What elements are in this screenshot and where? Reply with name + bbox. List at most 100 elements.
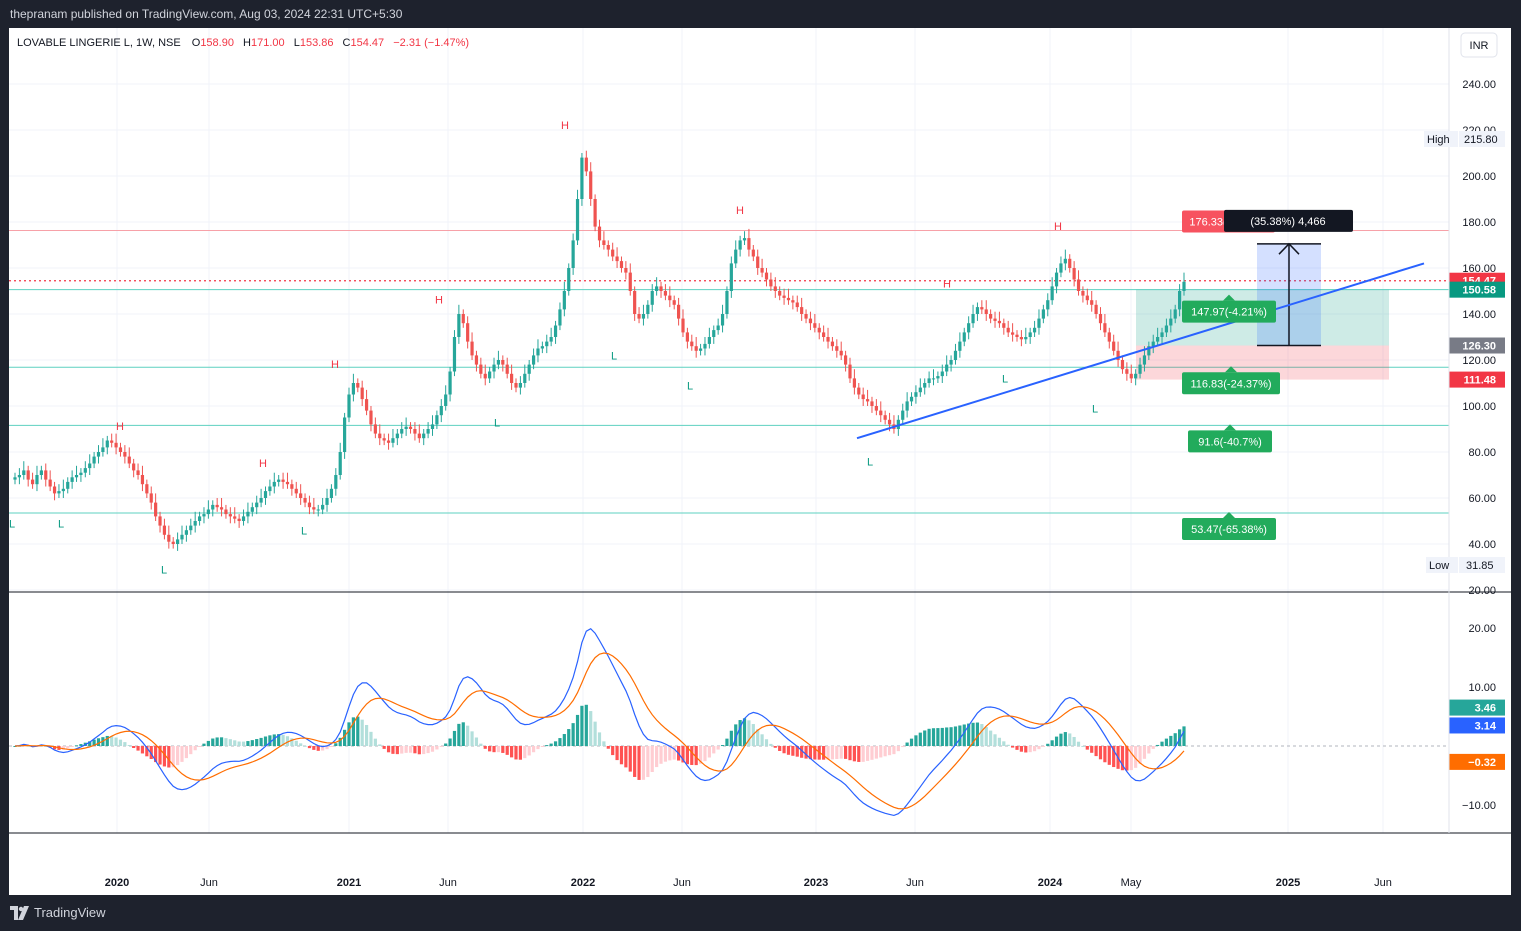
candle-body — [61, 488, 65, 492]
candle-body — [835, 346, 839, 351]
macd-histogram-bar — [975, 722, 980, 746]
macd-histogram-bar — [619, 746, 624, 765]
macd-histogram-bar — [800, 746, 804, 758]
macd-histogram-bar — [290, 738, 294, 746]
candle-body — [1178, 291, 1182, 310]
candle-body — [611, 249, 615, 257]
candle-body — [558, 309, 562, 326]
macd-histogram-bar — [967, 723, 971, 746]
candle-body — [1138, 364, 1142, 374]
candle-body — [356, 383, 360, 388]
macd-histogram-bar — [505, 746, 509, 755]
ohlc-close-label: C — [343, 37, 351, 49]
macd-histogram-bar — [452, 730, 457, 746]
candle-body — [698, 348, 703, 351]
macd-badge — [1449, 699, 1505, 716]
macd-histogram-bar — [457, 723, 461, 746]
candle-body — [887, 419, 892, 425]
candle-body — [215, 504, 219, 508]
candle-body — [167, 534, 171, 542]
candle-body — [637, 314, 641, 319]
macd-histogram-bar — [857, 746, 861, 762]
macd-histogram-bar — [808, 746, 813, 760]
macd-histogram-bar — [307, 746, 312, 749]
macd-histogram-bar — [404, 746, 408, 753]
candle-body — [817, 327, 821, 333]
macd-histogram-bar — [918, 732, 922, 746]
macd-histogram-bar — [176, 746, 180, 766]
target-label-text: 147.97(-4.21%) — [1191, 307, 1267, 319]
pivot-high-label: H — [331, 359, 339, 371]
macd-histogram-bar — [316, 746, 320, 751]
candle-body — [369, 410, 373, 425]
macd-histogram-bar — [672, 746, 676, 760]
macd-histogram-bar — [1015, 746, 1019, 750]
macd-histogram-bar — [430, 746, 435, 752]
candle-body — [901, 410, 905, 420]
measure-arrow-head — [1278, 242, 1300, 255]
macd-histogram-bar — [145, 746, 149, 757]
price-tick-label: 40.00 — [1468, 539, 1496, 551]
macd-histogram-bar — [514, 746, 518, 760]
macd-histogram-bar — [343, 729, 347, 746]
macd-histogram-bar — [1090, 746, 1094, 753]
candle-body — [1151, 341, 1155, 347]
macd-histogram-bar — [874, 746, 878, 759]
macd-histogram-bar — [1142, 746, 1147, 759]
candle-body — [360, 387, 364, 400]
macd-histogram-bar — [663, 746, 668, 762]
chart-frame[interactable]: H H H H H H H H L L L L L L L L L L 176.33(14.15%)147.97(… — [9, 28, 1511, 895]
macd-histogram-bar — [479, 743, 483, 746]
candle-body — [184, 530, 188, 535]
macd-histogram-bar — [786, 746, 791, 755]
macd-histogram-bar — [1160, 741, 1164, 746]
candle-body — [57, 491, 61, 494]
candle-body — [404, 426, 408, 429]
target-label-box — [1188, 430, 1272, 453]
candle-body — [1063, 258, 1067, 264]
chart-svg[interactable]: H H H H H H H H L L L L L L L L L L 176.33(14.15%)147.97(… — [9, 28, 1511, 895]
candle-body — [391, 438, 395, 443]
pivot-high-label: H — [1054, 221, 1062, 233]
candle-body — [1019, 337, 1023, 340]
candle-body — [549, 337, 553, 342]
macd-histogram-bar — [110, 736, 114, 746]
candle-body — [628, 272, 632, 291]
candle-body — [74, 475, 79, 478]
candle-body — [523, 373, 527, 383]
macd-histogram-bar — [835, 746, 839, 760]
macd-histogram-bar — [1134, 746, 1138, 768]
macd-histogram-bar — [936, 728, 940, 746]
macd-histogram-bar — [681, 746, 685, 763]
candle-body — [1156, 337, 1160, 342]
macd-histogram-bar — [527, 746, 531, 756]
macd-histogram-bar — [1032, 746, 1037, 752]
macd-histogram-bar — [892, 746, 896, 755]
ohlc-open: 158.90 — [200, 37, 234, 49]
trendline[interactable] — [856, 262, 1425, 440]
candle-body — [909, 396, 914, 402]
macd-histogram-bar — [738, 720, 742, 746]
candle-body — [505, 364, 509, 374]
macd-histogram-bar — [1068, 733, 1072, 746]
candle-body — [325, 498, 329, 505]
macd-histogram-bar — [268, 735, 272, 746]
macd-histogram-bar — [901, 746, 905, 748]
candle-body — [681, 318, 685, 333]
price-tick-label: 100.00 — [1462, 401, 1496, 413]
currency-button[interactable]: INR — [1460, 32, 1498, 58]
macd-histogram-bar — [1081, 745, 1085, 747]
macd-histogram-bar — [250, 740, 254, 746]
macd-histogram-bar — [1107, 746, 1111, 765]
macd-histogram-bar — [813, 746, 817, 760]
measure-label-text: (35.38%) 4,466 — [1250, 216, 1325, 228]
candle-body — [1028, 332, 1032, 337]
tradingview-logo[interactable]: TradingView — [10, 905, 106, 920]
candle-body — [1098, 314, 1103, 324]
macd-histogram-bar — [281, 734, 285, 746]
macd-histogram-bar — [769, 743, 773, 746]
macd-histogram-bar — [606, 746, 610, 749]
candle-body — [584, 157, 588, 172]
macd-histogram-bar — [299, 743, 303, 746]
macd-tick-label: 10.00 — [1468, 682, 1496, 694]
